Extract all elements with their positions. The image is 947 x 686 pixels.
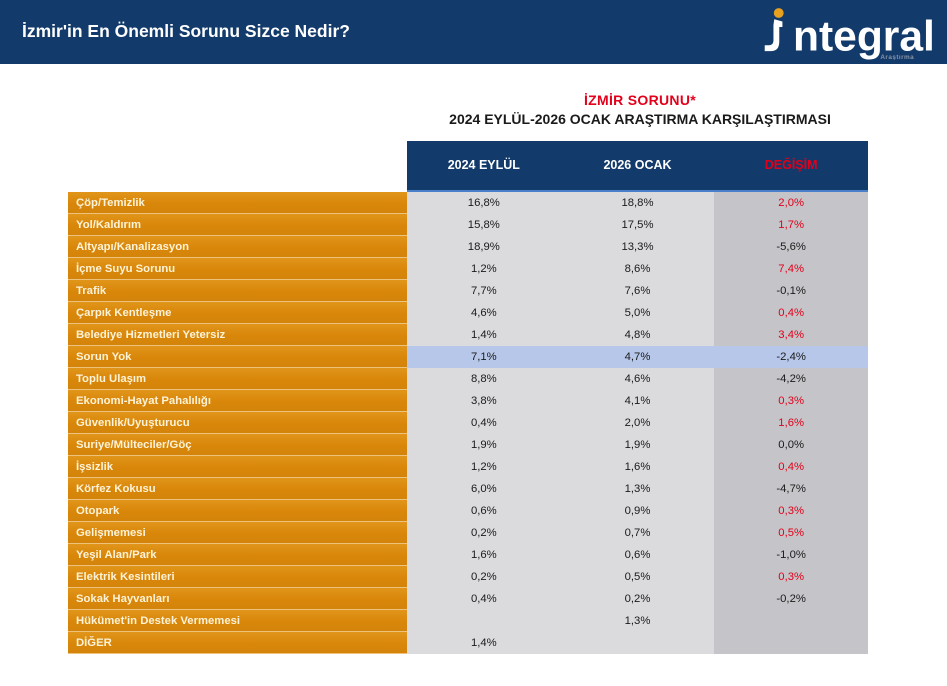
svg-text:Araştırma: Araştırma [880,54,914,60]
svg-text:ntegral: ntegral [793,13,935,60]
